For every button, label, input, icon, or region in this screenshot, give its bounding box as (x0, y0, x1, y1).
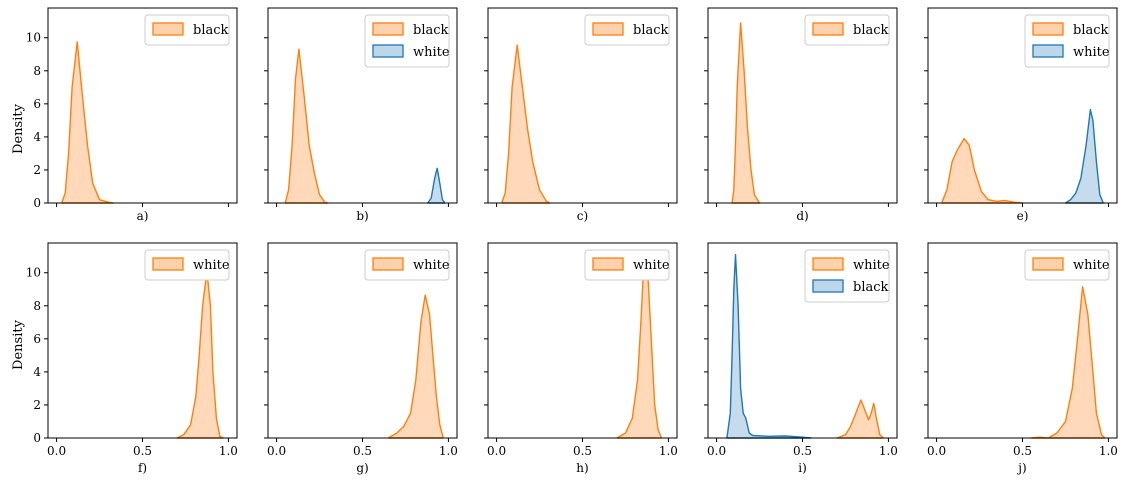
x-tick-label: 0.0 (487, 444, 506, 458)
y-tick-label: 8 (33, 64, 41, 78)
density-area-white (176, 270, 224, 439)
subplot-b: b) black white (264, 7, 458, 223)
legend-swatch-black (152, 22, 184, 36)
subplot-e: e) black white (924, 7, 1118, 223)
density-area-black (284, 48, 329, 204)
ylabel-bottom: Density (11, 319, 26, 370)
legend-swatch-white (372, 257, 404, 271)
subplot-d: d) black (704, 7, 898, 223)
subplot-j: 0.0 0.5 1.0 j) white (924, 242, 1118, 475)
subplot-caption: b) (356, 209, 368, 223)
density-area-white (427, 167, 446, 204)
density-area-black (61, 41, 114, 204)
subplot-i: 0.0 0.5 1.0 i) white black (704, 242, 898, 475)
y-tick-label: 0 (33, 196, 41, 210)
y-tick-label: 6 (33, 332, 41, 346)
legend-swatch-white (1032, 257, 1064, 271)
legend: white black (804, 249, 890, 303)
legend-label-black: black (413, 23, 449, 38)
legend-label-black: black (193, 23, 229, 38)
legend-label-white: white (413, 45, 450, 60)
density-area-white (1030, 286, 1106, 439)
subplot-c: c) black (484, 7, 678, 223)
x-tick-label: 0.0 (47, 444, 66, 458)
subplot-h: 0.0 0.5 1.0 h) white (484, 242, 678, 475)
y-tick-label: 10 (26, 31, 41, 45)
y-tick-label: 2 (33, 398, 41, 412)
ylabel-top: Density (11, 103, 26, 154)
x-tick-label: 0.0 (707, 444, 726, 458)
legend-label-black: black (633, 23, 669, 38)
legend-swatch-black (812, 22, 844, 36)
subplot-caption: d) (796, 209, 808, 223)
density-area-black (501, 44, 551, 204)
legend-swatch-white (812, 257, 844, 271)
legend: white (144, 249, 230, 281)
legend: white (364, 249, 450, 281)
x-tick-label: 1.0 (659, 444, 678, 458)
y-tick-label: 6 (33, 97, 41, 111)
y-tick-label: 0 (33, 431, 41, 445)
density-area-black (731, 22, 761, 204)
x-tick-label: 1.0 (1099, 444, 1118, 458)
legend-label-white: white (853, 258, 890, 273)
y-tick-label: 2 (33, 163, 41, 177)
legend-label-black: black (1073, 23, 1109, 38)
x-tick-label: 0.5 (793, 444, 812, 458)
legend-label-white: white (413, 258, 450, 273)
subplot-caption: f) (138, 461, 147, 475)
legend-label-white: white (633, 258, 670, 273)
x-tick-label: 1.0 (439, 444, 458, 458)
y-tick-label: 4 (33, 130, 41, 144)
legend-swatch-black (372, 22, 404, 36)
subplot-f: 0.0 0.5 1.0 0 2 4 6 8 10 f) white (26, 242, 238, 475)
density-area-white (387, 294, 444, 439)
y-tick-label: 8 (33, 299, 41, 313)
legend: black (804, 14, 890, 46)
subplot-a: 0 2 4 6 8 10 a) black (26, 7, 238, 223)
density-area-black (941, 137, 1024, 204)
legend-swatch-black (812, 279, 844, 293)
subplot-caption: i) (798, 461, 807, 475)
x-tick-label: 1.0 (219, 444, 238, 458)
subplot-caption: g) (356, 461, 368, 475)
subplot-caption: e) (1017, 209, 1029, 223)
legend: white (1024, 249, 1110, 281)
x-tick-label: 0.5 (1013, 444, 1032, 458)
legend: white (584, 249, 670, 281)
legend: black (144, 14, 230, 46)
x-tick-label: 0.5 (573, 444, 592, 458)
legend-swatch-black (1032, 22, 1064, 36)
density-area-black (726, 253, 812, 439)
y-tick-label: 4 (33, 365, 41, 379)
subplot-g: 0.0 0.5 1.0 g) white (264, 242, 458, 475)
subplot-caption: a) (137, 209, 149, 223)
subplot-caption: h) (576, 461, 588, 475)
y-tick-label: 10 (26, 266, 41, 280)
legend-label-black: black (853, 280, 889, 295)
x-tick-label: 0.0 (267, 444, 286, 458)
legend-label-white: white (193, 258, 230, 273)
density-area-white (1064, 108, 1104, 204)
legend-swatch-white (372, 44, 404, 58)
legend-swatch-black (592, 22, 624, 36)
x-tick-label: 0.5 (353, 444, 372, 458)
x-tick-label: 1.0 (879, 444, 898, 458)
legend-label-black: black (853, 23, 889, 38)
legend-swatch-white (152, 257, 184, 271)
legend: black (584, 14, 670, 46)
legend-swatch-white (592, 257, 624, 271)
legend-swatch-white (1032, 44, 1064, 58)
legend: black white (1024, 14, 1110, 68)
legend-label-white: white (1073, 45, 1110, 60)
density-area-white (836, 399, 884, 439)
legend-label-white: white (1073, 258, 1110, 273)
x-tick-label: 0.5 (133, 444, 152, 458)
subplot-caption: c) (577, 209, 588, 223)
subplot-caption: j) (1016, 461, 1026, 475)
x-tick-label: 0.0 (927, 444, 946, 458)
legend: black white (364, 14, 450, 68)
